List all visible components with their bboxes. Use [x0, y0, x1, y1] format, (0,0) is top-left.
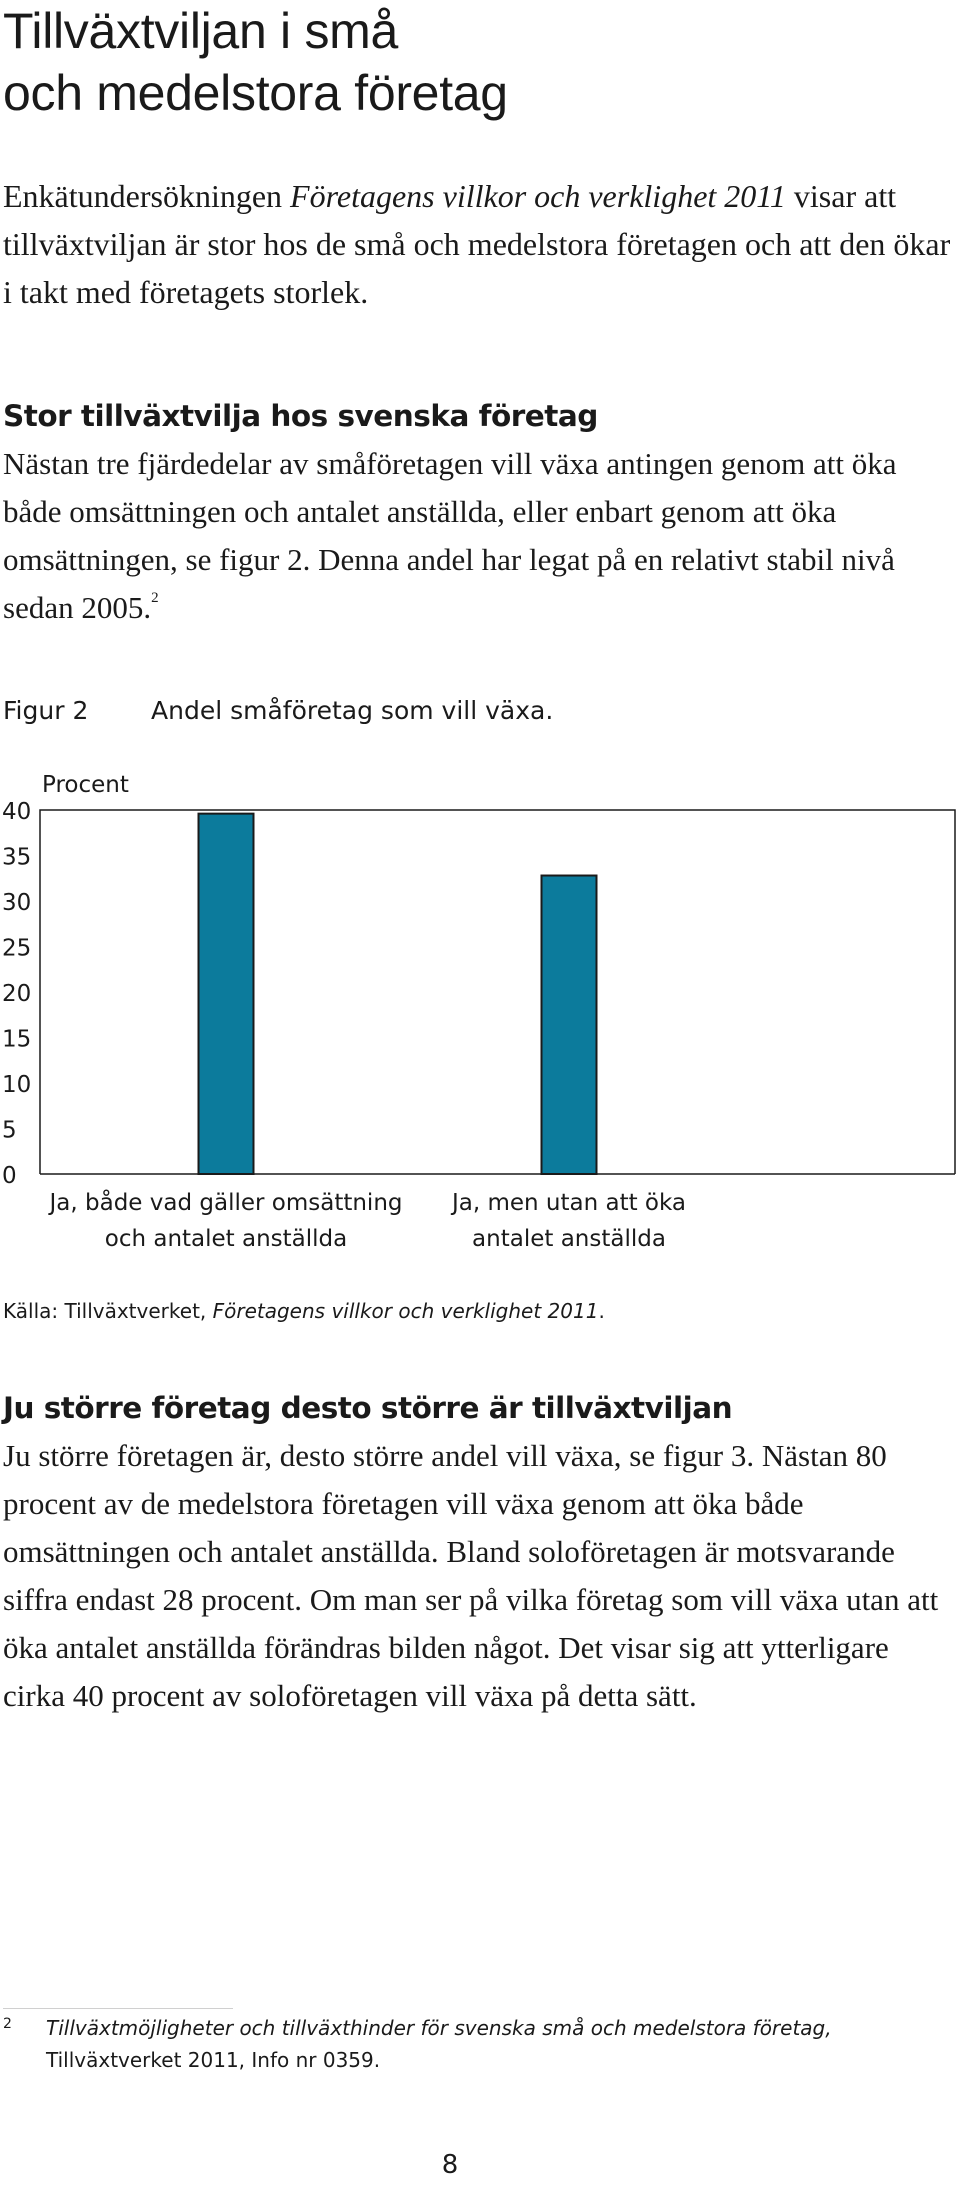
chart-source: Källa: Tillväxtverket, Företagens villko… [3, 1296, 605, 1326]
page-number: 8 [441, 2150, 459, 2180]
chart-source-title: Företagens villkor och verklighet 2011 [212, 1299, 599, 1323]
section-paragraph-growth-will: Nästan tre fjärdedelar av småföretagen v… [3, 440, 953, 632]
section-paragraph-company-size: Ju större företagen är, desto större and… [3, 1438, 939, 1713]
bar [540, 874, 598, 1176]
category-label: antalet anställda [472, 1226, 666, 1252]
section-paragraph-text: Nästan tre fjärdedelar av småföretagen v… [3, 446, 897, 625]
page-title: Tillväxtviljan i små och medelstora före… [3, 0, 508, 124]
y-axis-label: Procent [42, 772, 129, 798]
page-title-line-1: Tillväxtviljan i små [3, 3, 399, 59]
footnote-divider [3, 2008, 233, 2009]
footnote-text: Tillväxtmöjligheter och tillväxthinder f… [46, 2012, 946, 2076]
figure-label: Figur 2 [3, 696, 89, 725]
page-title-line-2: och medelstora företag [3, 65, 508, 121]
y-tick-label: 0 [2, 1163, 17, 1189]
footnote-reference[interactable]: 2 [151, 590, 159, 606]
intro-text-end: visar att tillväxtviljan är stor hos de … [3, 178, 951, 310]
chart-source-suffix: . [598, 1299, 605, 1323]
y-tick-label: 30 [2, 890, 31, 916]
chart-source-prefix: Källa: Tillväxtverket, [3, 1299, 213, 1323]
intro-survey-title: Företagens villkor och verklighet 2011 [290, 178, 786, 214]
plot-frame [39, 809, 956, 1174]
y-tick-label: 35 [2, 845, 31, 871]
y-tick-label: 10 [2, 1072, 31, 1098]
footnote-publication-title: Tillväxtmöjligheter och tillväxthinder f… [46, 2016, 832, 2040]
y-tick-label: 15 [2, 1027, 31, 1053]
y-tick-label: 40 [2, 799, 31, 825]
bar-chart: Procent 0 5 10 15 20 25 30 35 40 Ja, både vad gäll… [2, 772, 956, 1252]
y-tick-label: 5 [2, 1118, 17, 1144]
section-heading-growth-will: Stor tillväxtvilja hos svenska företag [3, 399, 598, 433]
category-label: och antalet anställda [105, 1226, 348, 1252]
section-heading-company-size: Ju större företag desto större är tillvä… [3, 1391, 733, 1425]
bar [197, 812, 255, 1175]
footnote-number: 2 [3, 2016, 12, 2032]
footnote-publication-info: Tillväxtverket 2011, Info nr 0359. [46, 2048, 381, 2072]
figure-title: Andel småföretag som vill växa. [151, 696, 554, 725]
y-tick-label: 25 [2, 936, 31, 962]
intro-paragraph: Enkätundersökningen Företagens villkor o… [3, 172, 953, 316]
intro-text-start: Enkätundersökningen [3, 178, 291, 214]
category-label: Ja, men utan att öka [450, 1190, 686, 1216]
category-label: Ja, både vad gäller omsättning [48, 1188, 403, 1216]
y-tick-label: 20 [2, 981, 31, 1007]
